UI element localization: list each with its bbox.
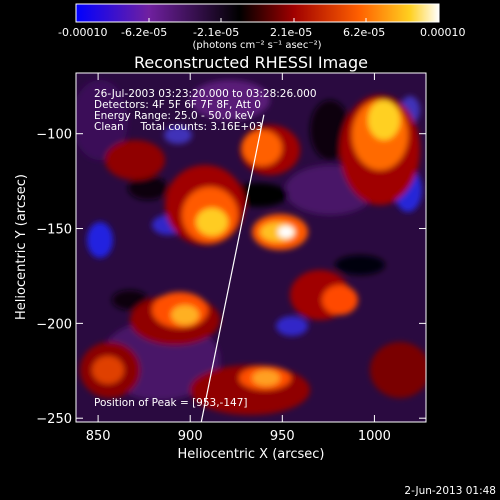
plot-frame bbox=[75, 72, 427, 423]
x-tick-label: 900 bbox=[178, 429, 203, 444]
y-tick-label: −250 bbox=[36, 412, 72, 427]
annotation-detectors: Detectors: 4F 5F 6F 7F 8F, Att 0 bbox=[94, 99, 261, 111]
colorbar-tick-label: 2.1e-05 bbox=[270, 26, 312, 39]
chart-title: Reconstructed RHESSI Image bbox=[134, 53, 368, 72]
x-tick-label: 1000 bbox=[358, 429, 391, 444]
y-tick-label: −150 bbox=[36, 223, 72, 238]
x-tick-label: 850 bbox=[86, 429, 111, 444]
colorbar-unit-label: (photons cm⁻² s⁻¹ asec⁻²) bbox=[192, 40, 321, 51]
annotation-peak-position: Position of Peak = [953,-147] bbox=[94, 397, 248, 409]
y-axis-ticks: −100 −150 −200 −250 bbox=[36, 128, 426, 427]
colorbar-tick-label: -2.1e-05 bbox=[193, 26, 239, 39]
y-tick-label: −100 bbox=[36, 128, 72, 143]
colorbar-tick-label: 6.2e-05 bbox=[343, 26, 385, 39]
colorbar-ticks bbox=[75, 18, 440, 22]
heatmap-image bbox=[76, 80, 426, 415]
footer-timestamp: 2-Jun-2013 01:48 bbox=[404, 485, 496, 497]
x-tick-label: 950 bbox=[270, 429, 295, 444]
x-axis-label: Heliocentric X (arcsec) bbox=[178, 447, 325, 462]
x-axis-ticks: 850 900 950 1000 bbox=[86, 73, 391, 444]
y-tick-label: −200 bbox=[36, 317, 72, 332]
colorbar-tick-label: -0.00010 bbox=[58, 26, 107, 39]
limb-line bbox=[200, 114, 265, 422]
annotation-clean-counts: Clean Total counts: 3.16E+03 bbox=[94, 121, 263, 133]
annotation-energy-range: Energy Range: 25.0 - 50.0 keV bbox=[94, 110, 255, 122]
y-axis-label: Heliocentric Y (arcsec) bbox=[14, 174, 29, 320]
colorbar bbox=[75, 3, 440, 23]
colorbar-tick-label: -6.2e-05 bbox=[121, 26, 167, 39]
annotation-time-range: 26-Jul-2003 03:23:20.000 to 03:28:26.000 bbox=[94, 88, 317, 100]
colorbar-tick-label: 0.00010 bbox=[420, 26, 466, 39]
